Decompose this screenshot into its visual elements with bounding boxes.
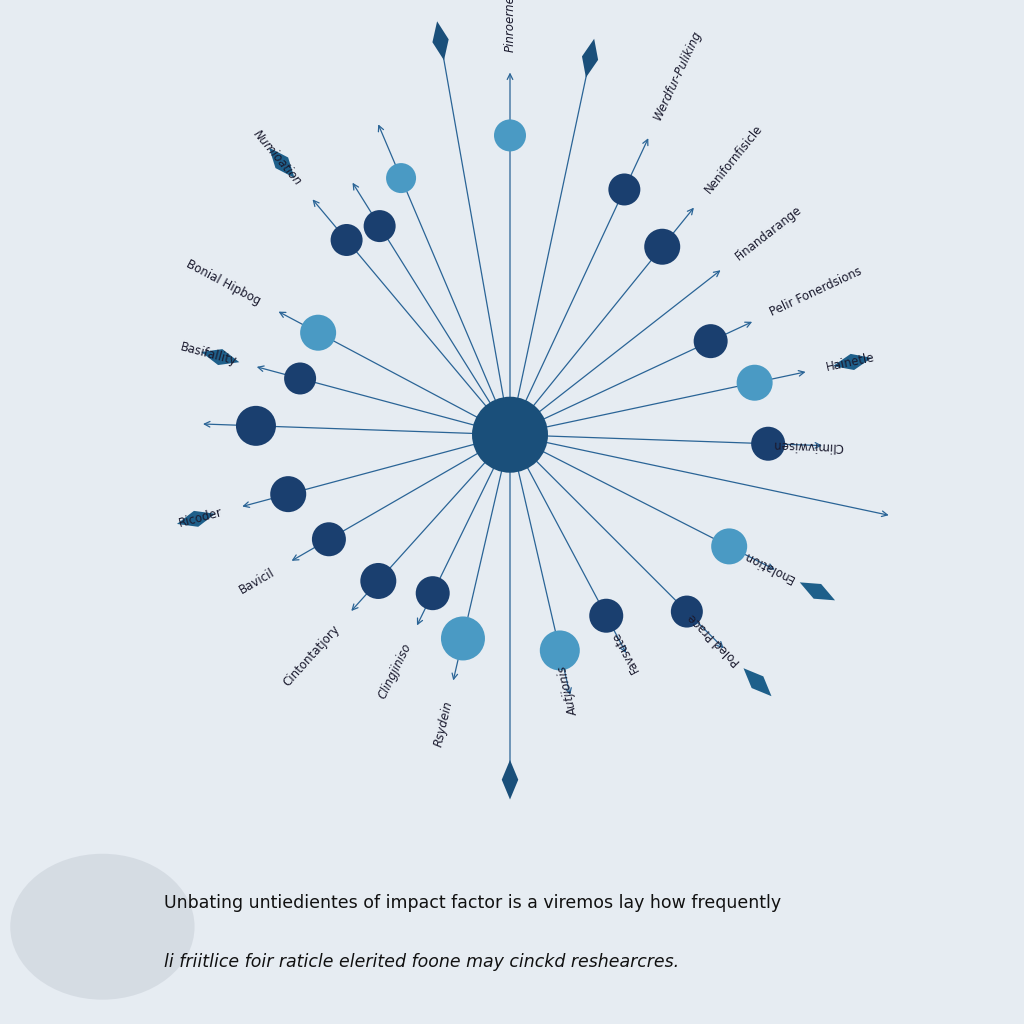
Circle shape [608,173,640,206]
Circle shape [441,616,485,660]
Text: Unbating untiedientes of impact factor is a viremos lay how frequently: Unbating untiedientes of impact factor i… [164,894,781,912]
Circle shape [331,224,362,256]
Polygon shape [201,349,240,365]
Circle shape [236,406,275,445]
Circle shape [693,325,728,358]
Ellipse shape [10,854,195,999]
Text: Finandarange: Finandarange [733,203,805,262]
Polygon shape [833,354,871,370]
Text: Nenifornfisicle: Nenifornfisicle [701,122,765,196]
Circle shape [540,631,580,671]
Polygon shape [432,22,449,60]
Polygon shape [743,669,771,696]
Circle shape [364,210,395,242]
Circle shape [300,314,336,350]
Text: Cintontatjory: Cintontatjory [281,623,342,688]
Circle shape [416,577,450,610]
Text: Autjionis: Autjionis [557,665,581,717]
Circle shape [360,563,396,599]
Text: Pinroerne: Pinroerne [504,0,516,52]
Circle shape [671,596,702,628]
Text: Bonial Hipbog: Bonial Hipbog [184,257,263,307]
Text: li friitlice foir raticle elerited foone may cinckd reshearcres.: li friitlice foir raticle elerited foone… [164,952,679,971]
Polygon shape [502,760,518,800]
Polygon shape [582,39,598,78]
Circle shape [284,362,316,394]
Text: Ricoder: Ricoder [177,506,224,529]
Circle shape [712,528,748,564]
Text: Hainetle: Hainetle [824,351,876,374]
Circle shape [494,120,526,152]
Polygon shape [177,511,215,526]
Polygon shape [269,147,295,178]
Polygon shape [800,583,835,600]
Circle shape [472,396,548,473]
Text: Clingjiniso: Clingjiniso [376,641,414,701]
Text: Climivwisen: Climivwisen [772,437,843,453]
Circle shape [312,522,346,556]
Circle shape [589,599,624,633]
Circle shape [736,365,773,400]
Circle shape [386,163,416,194]
Circle shape [752,427,785,461]
Circle shape [270,476,306,512]
Circle shape [644,228,680,265]
Text: Favsute: Favsute [609,629,642,675]
Text: Pelir Fonerdsions: Pelir Fonerdsions [768,265,864,318]
Text: Enolation: Enolation [741,548,797,585]
Text: Poled Prace: Poled Prace [685,610,743,668]
Text: Werdfur-Puliking: Werdfur-Puliking [651,29,705,122]
Text: Rsydein: Rsydein [432,699,455,748]
Text: Basifallity: Basifallity [179,340,239,368]
Text: Numioation: Numioation [251,127,304,187]
Text: Bavicil: Bavicil [237,565,276,596]
